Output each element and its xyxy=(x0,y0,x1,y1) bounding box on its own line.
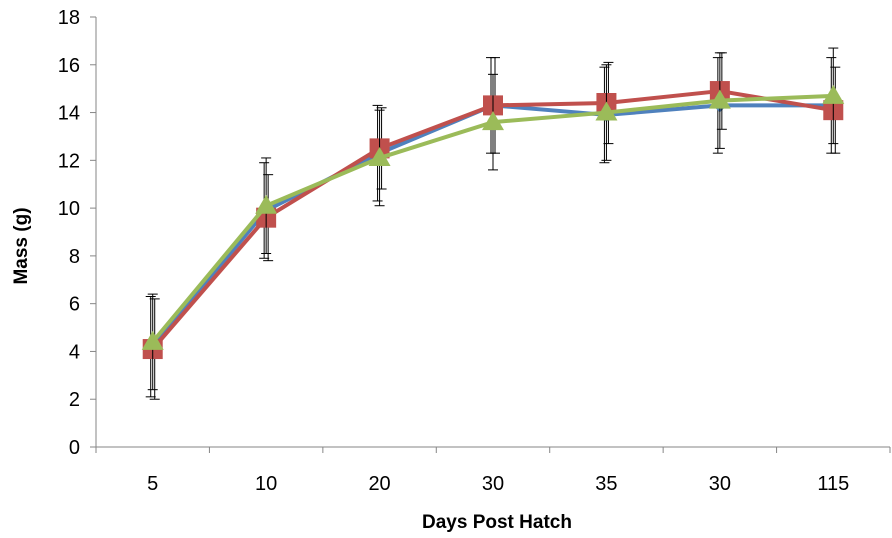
data-point xyxy=(595,101,618,121)
data-point xyxy=(141,330,164,350)
y-tick-label: 0 xyxy=(69,437,80,459)
y-tick-labels: 0 2 4 6 8 10 12 14 16 18 xyxy=(58,7,80,459)
y-tick-label: 10 xyxy=(58,198,80,220)
series-layer xyxy=(141,47,845,400)
series-triangle xyxy=(141,47,845,391)
x-tick-label: 35 xyxy=(595,473,617,495)
data-point xyxy=(822,84,845,104)
y-tick-label: 14 xyxy=(58,103,80,125)
x-tick-labels: 5 10 20 30 35 30 115 xyxy=(147,473,849,495)
axes xyxy=(90,16,891,453)
y-tick-label: 2 xyxy=(69,389,80,411)
data-point xyxy=(482,111,504,131)
y-tick-label: 16 xyxy=(58,55,80,77)
x-tick-label: 10 xyxy=(255,473,277,495)
y-axis-title: Mass (g) xyxy=(11,207,32,284)
data-point xyxy=(708,89,731,109)
x-tick-label: 5 xyxy=(147,473,158,495)
x-tick-label: 115 xyxy=(817,473,849,495)
y-tick-label: 18 xyxy=(58,7,80,29)
data-point xyxy=(368,146,391,166)
y-tick-label: 6 xyxy=(69,294,80,316)
y-tick-label: 12 xyxy=(58,150,80,172)
x-axis-title: Days Post Hatch xyxy=(422,512,572,533)
x-tick-label: 30 xyxy=(482,473,504,495)
x-tick-label: 20 xyxy=(368,473,390,495)
y-tick-label: 8 xyxy=(69,246,80,268)
data-point xyxy=(255,194,278,214)
x-tick-label: 30 xyxy=(709,473,731,495)
y-tick-label: 4 xyxy=(69,341,80,363)
